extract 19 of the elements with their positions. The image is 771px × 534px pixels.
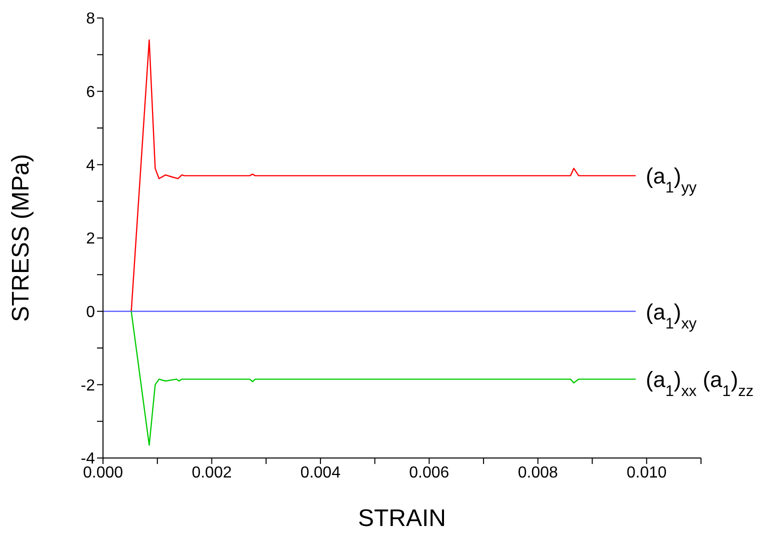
x-tick-label: 0.000 <box>82 464 124 482</box>
series-label: (a$_{1}$)$_{xx}$ (a$_{1}$)$_{zz}$ <box>646 367 754 400</box>
y-tick-label: 8 <box>86 10 96 28</box>
x-tick-label: 0.004 <box>300 464 341 482</box>
y-tick-label: 4 <box>86 157 96 174</box>
x-tick-label: 0.008 <box>518 464 558 482</box>
x-axis-title: STRAIN <box>358 505 446 532</box>
x-tick-label: 0.010 <box>626 464 667 482</box>
x-tick-label: 0.002 <box>192 464 232 482</box>
y-tick-label: 0 <box>86 304 96 322</box>
y-tick-label: 6 <box>86 84 96 102</box>
x-tick-label: 0.006 <box>409 464 450 482</box>
series-label: (a$_{1}$)$_{xy}$ <box>646 299 697 332</box>
y-axis-title: STRESS (MPa) <box>8 154 35 322</box>
y-tick-label: -2 <box>80 377 96 394</box>
y-tick-label: 2 <box>86 230 96 248</box>
line-series <box>130 310 636 446</box>
series-label: (a$_{1}$)$_{yy}$ <box>646 164 697 196</box>
line-series <box>130 39 636 312</box>
